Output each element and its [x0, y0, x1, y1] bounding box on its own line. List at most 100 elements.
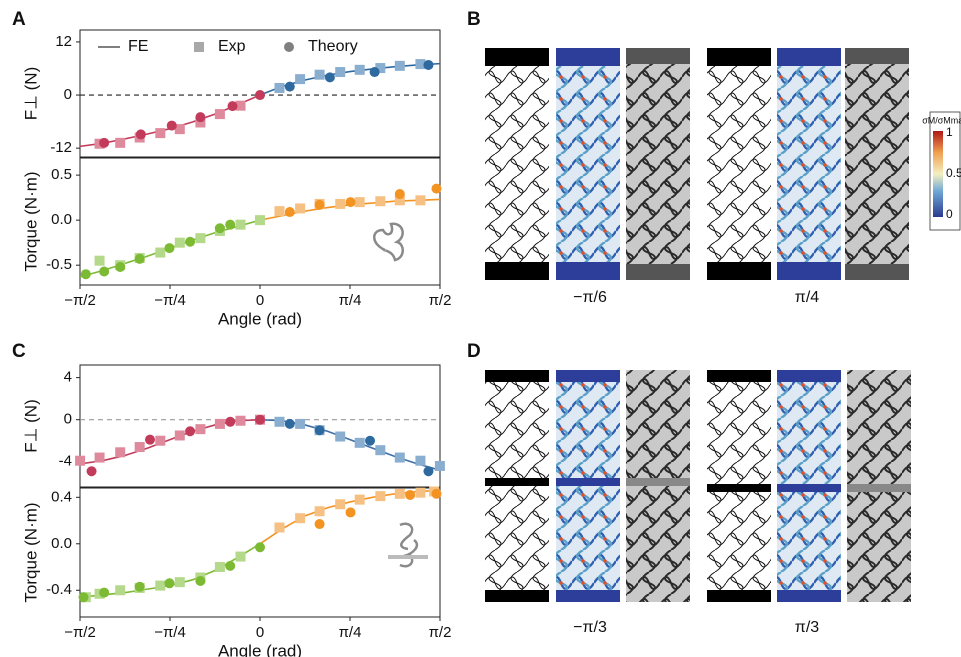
theory-point — [215, 223, 225, 233]
exp-point — [236, 416, 246, 426]
colorbar-tick: 1 — [946, 125, 953, 139]
panel-label: A — [12, 9, 26, 30]
y-axis-label: F⊥ (N) — [21, 67, 40, 121]
exp-point — [355, 65, 365, 75]
exp-point — [375, 491, 385, 501]
colorbar-tick: 0 — [946, 207, 953, 221]
theory-point — [285, 207, 295, 217]
exp-point — [335, 499, 345, 509]
x-axis-label: Angle (rad) — [218, 309, 302, 328]
y-tick-label: 0.4 — [51, 488, 72, 505]
theory-point — [164, 578, 174, 588]
theory-point — [285, 419, 295, 429]
theory-point — [405, 490, 415, 500]
theory-point — [423, 466, 433, 476]
exp-point — [415, 195, 425, 205]
theory-point — [115, 262, 125, 272]
exp-point — [75, 456, 85, 466]
theory-point — [185, 237, 195, 247]
image-panel-d — [485, 370, 911, 602]
theory-point — [325, 72, 335, 82]
exp-point — [215, 419, 225, 429]
theory-point — [99, 138, 109, 148]
exp-point — [175, 430, 185, 440]
y-tick-label: 0 — [64, 86, 72, 103]
exp-point — [236, 220, 246, 230]
x-tick-label: 0 — [256, 624, 264, 641]
exp-point — [115, 585, 125, 595]
theory-point — [135, 254, 145, 264]
image-caption: π/3 — [795, 619, 819, 636]
exp-point — [295, 513, 305, 523]
theory-point — [227, 101, 237, 111]
theory-point — [87, 466, 97, 476]
exp-point — [295, 74, 305, 84]
x-tick-label: −π/2 — [64, 292, 96, 309]
image-caption: −π/3 — [573, 619, 607, 636]
exp-point — [215, 109, 225, 119]
x-tick-label: π/2 — [429, 624, 452, 641]
exp-point — [355, 197, 365, 207]
y-tick-label: -12 — [50, 139, 72, 156]
x-axis-label: Angle (rad) — [218, 641, 302, 657]
exp-point — [315, 70, 325, 80]
theory-point — [315, 425, 325, 435]
panel-label: B — [467, 9, 481, 30]
legend-swatch — [284, 42, 294, 52]
theory-point — [255, 90, 265, 100]
exp-point — [375, 196, 385, 206]
x-tick-label: −π/4 — [154, 624, 186, 641]
exp-point — [135, 442, 145, 452]
exp-point — [215, 562, 225, 572]
exp-point — [95, 256, 105, 266]
theory-point — [285, 82, 295, 92]
colorbar-title: σM/σMmax — [922, 115, 961, 125]
y-axis-label: F⊥ (N) — [21, 399, 40, 453]
figure: ABCD−π/6π/4−π/3π/3σM/σMmax10.50-12012F⊥ … — [0, 0, 961, 657]
theory-point — [395, 189, 405, 199]
x-tick-label: −π/2 — [64, 624, 96, 641]
y-tick-label: 4 — [64, 369, 72, 386]
theory-point — [225, 561, 235, 571]
exp-point — [395, 453, 405, 463]
exp-point — [295, 419, 305, 429]
y-tick-label: 0.0 — [51, 535, 72, 552]
exp-point — [255, 215, 265, 225]
fe-line — [80, 420, 260, 464]
theory-point — [195, 576, 205, 586]
theory-point — [164, 243, 174, 253]
theory-point — [135, 582, 145, 592]
exp-point — [175, 238, 185, 248]
panel-label: D — [467, 341, 481, 362]
exp-point — [375, 445, 385, 455]
exp-point — [155, 248, 165, 258]
theory-point — [255, 542, 265, 552]
x-tick-label: π/2 — [429, 292, 452, 309]
exp-point — [274, 83, 284, 93]
exp-point — [335, 432, 345, 442]
legend-label: FE — [128, 38, 148, 55]
exp-point — [274, 206, 284, 216]
theory-point — [145, 435, 155, 445]
theory-point — [423, 60, 433, 70]
y-tick-label: -0.5 — [46, 256, 72, 273]
exp-point — [236, 552, 246, 562]
exp-point — [335, 199, 345, 209]
x-tick-label: 0 — [256, 292, 264, 309]
exp-point — [355, 495, 365, 505]
theory-point — [79, 592, 89, 602]
legend-swatch — [194, 42, 204, 52]
x-tick-label: −π/4 — [154, 292, 186, 309]
y-tick-label: 0 — [64, 411, 72, 428]
image-panel-b — [485, 48, 960, 280]
x-tick-label: π/4 — [339, 624, 362, 641]
theory-point — [195, 112, 205, 122]
plot-frame — [80, 488, 440, 617]
theory-point — [431, 489, 441, 499]
theory-point — [81, 269, 91, 279]
legend-label: Theory — [308, 38, 358, 55]
exp-point — [195, 233, 205, 243]
y-axis-label: Torque (N·m) — [21, 502, 40, 602]
panel-label: C — [12, 341, 26, 362]
theory-point — [185, 426, 195, 436]
